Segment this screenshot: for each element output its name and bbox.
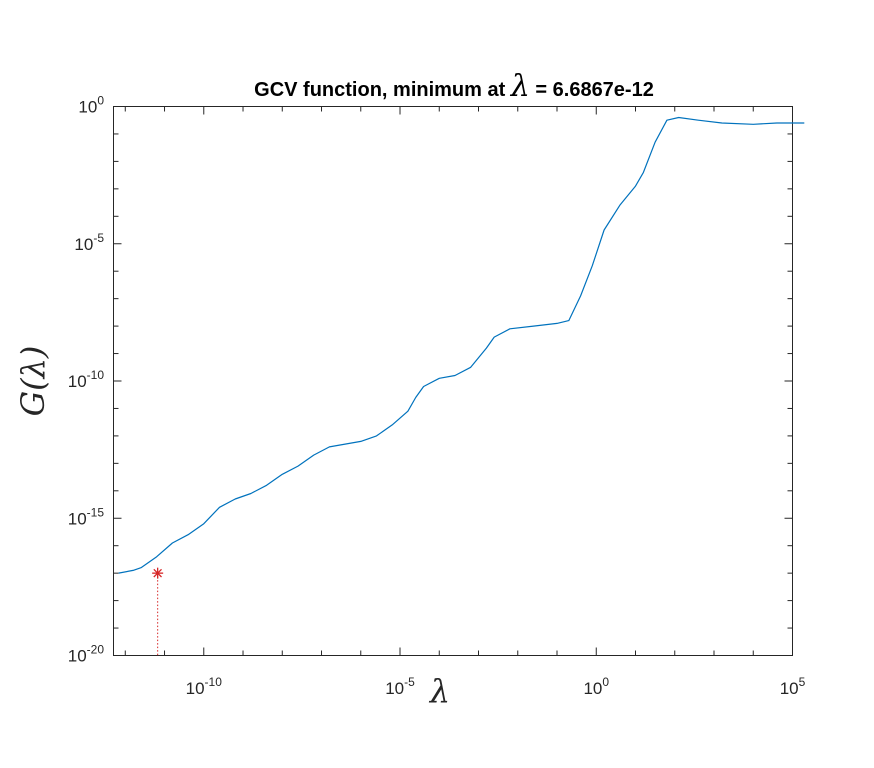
- chart-title: GCV function, minimum at λ = 6.6867e-12: [254, 69, 654, 104]
- y-tick-labels: 100 10-5 10-10 10-15 10-20: [68, 94, 105, 666]
- series-line: [118, 116, 805, 574]
- y-tick-label: 10-15: [68, 505, 105, 528]
- axis-ticks: [113, 106, 793, 656]
- x-tick-labels: 10-10 10-5 100 105: [186, 675, 806, 698]
- y-tick-label: 10-20: [68, 643, 105, 666]
- x-tick-label: 10-5: [385, 675, 415, 698]
- x-tick-label: 100: [583, 675, 609, 698]
- series-layer: [118, 116, 805, 574]
- minimum-asterisk: [152, 567, 164, 579]
- minimum-marker: [152, 567, 164, 656]
- y-tick-label: 10-5: [74, 231, 104, 254]
- y-tick-label: 100: [78, 94, 104, 117]
- y-axis-label: G(λ): [14, 346, 52, 417]
- y-tick-label: 10-10: [68, 368, 105, 391]
- plot-area: [113, 106, 793, 656]
- x-axis-label: λ: [428, 672, 450, 710]
- chart-title-prefix: GCV function, minimum at: [254, 79, 511, 101]
- chart-title-lambda: λ: [510, 69, 530, 104]
- x-tick-label: 105: [780, 675, 806, 698]
- x-tick-label: 10-10: [186, 675, 223, 698]
- chart-title-value: = 6.6867e-12: [530, 79, 654, 101]
